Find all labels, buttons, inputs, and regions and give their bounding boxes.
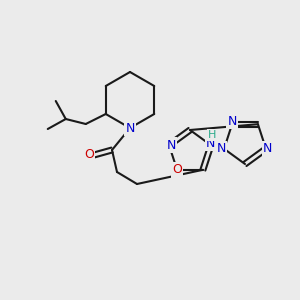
- Text: N: N: [216, 142, 226, 155]
- Text: O: O: [84, 148, 94, 161]
- Text: O: O: [172, 163, 182, 176]
- Text: N: N: [206, 137, 216, 150]
- Text: N: N: [125, 122, 135, 134]
- Text: N: N: [167, 139, 176, 152]
- Text: N: N: [227, 115, 237, 128]
- Text: H: H: [208, 130, 216, 140]
- Text: N: N: [263, 142, 273, 155]
